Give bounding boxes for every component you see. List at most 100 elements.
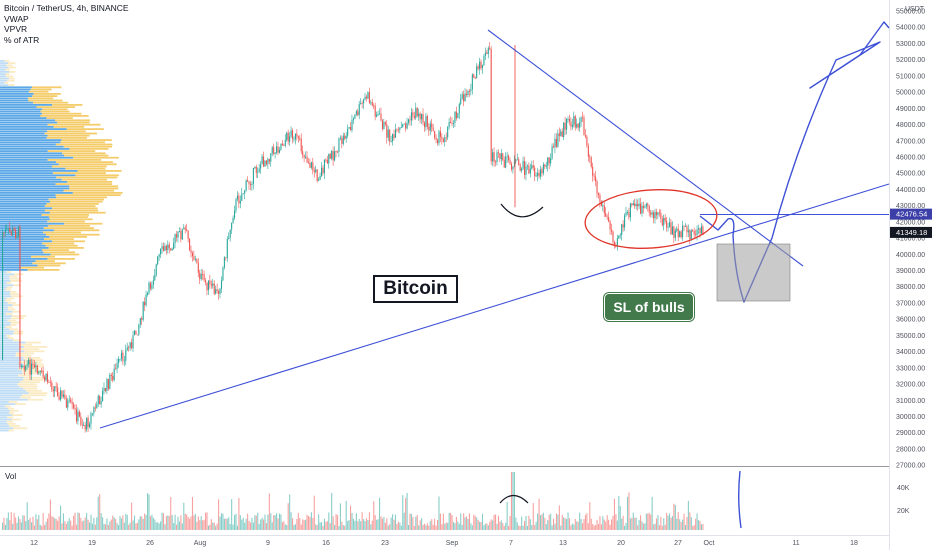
- indicator-vwap[interactable]: VWAP: [4, 13, 29, 24]
- volume-bar: [67, 521, 69, 530]
- vpvr-up-bar: [0, 328, 10, 331]
- candle-body: [186, 229, 188, 231]
- candle-body: [463, 94, 465, 102]
- volume-bar: [432, 524, 434, 530]
- volume-bar: [458, 523, 460, 530]
- candle-body: [131, 342, 133, 349]
- bitcoin-text-box[interactable]: Bitcoin: [373, 275, 458, 303]
- vpvr-up-bar: [0, 271, 7, 273]
- vpvr-up-bar: [0, 123, 48, 126]
- volume-bar: [190, 516, 192, 530]
- volume-bar: [341, 521, 343, 530]
- volume-bar: [513, 472, 515, 530]
- vpvr-up-bar: [0, 185, 70, 188]
- vpvr-down-bar: [33, 93, 61, 95]
- currency-label: USDT: [905, 6, 925, 13]
- price-tick: 37000.00: [896, 300, 925, 307]
- candle-body: [689, 230, 691, 239]
- candle-body: [602, 205, 604, 207]
- vpvr-down-bar: [47, 220, 85, 223]
- stop-loss-zone-box[interactable]: [716, 243, 791, 302]
- candle-body: [299, 138, 301, 139]
- volume-bar: [616, 520, 618, 530]
- volume-bar: [637, 525, 639, 530]
- candle-body: [666, 220, 668, 228]
- ascending-trendline[interactable]: [99, 183, 890, 429]
- vpvr-down-bar: [46, 203, 99, 205]
- candle-body: [360, 103, 362, 104]
- candle-body: [548, 157, 550, 164]
- indicator-vpvr[interactable]: VPVR: [4, 24, 28, 34]
- candle-body: [268, 159, 270, 162]
- candle-body: [329, 153, 331, 159]
- candle-body: [104, 388, 107, 391]
- volume-bar: [183, 502, 185, 530]
- volume-bar: [278, 513, 281, 530]
- volume-bar: [42, 512, 44, 530]
- vpvr-down-bar: [25, 341, 41, 344]
- volume-bar: [219, 516, 221, 530]
- candle-body: [42, 370, 44, 377]
- volume-bar: [123, 522, 125, 530]
- candle-body: [692, 230, 694, 232]
- vpvr-up-bar: [0, 372, 23, 375]
- symbol-title[interactable]: Bitcoin / TetherUS, 4h, BINANCE: [4, 3, 129, 13]
- volume-bar: [682, 519, 684, 530]
- vpvr-up-bar: [0, 427, 14, 430]
- sl-of-bulls-callout[interactable]: SL of bulls: [604, 293, 694, 321]
- volume-bar: [222, 513, 224, 530]
- volume-bar: [660, 516, 662, 530]
- candle-body: [454, 111, 456, 123]
- vpvr-down-bar: [23, 387, 38, 390]
- candle-body: [663, 217, 665, 226]
- vpvr-up-bar: [0, 110, 41, 113]
- vpvr-up-bar: [0, 361, 20, 364]
- volume-bar: [425, 525, 427, 530]
- candle-body: [622, 224, 624, 228]
- volume-bar: [499, 521, 501, 530]
- vpvr-up-bar: [0, 183, 56, 185]
- consolidation-ellipse[interactable]: [583, 185, 719, 252]
- vpvr-down-bar: [48, 216, 89, 218]
- time-axis[interactable]: 12 19 26 Aug 9 16 23 Sep 7 13 20 27 Oct 11 18: [30, 540, 858, 547]
- volume-bar: [309, 517, 311, 530]
- vpvr-up-bar: [0, 209, 45, 212]
- price-axis[interactable]: 55000.00 54000.00 53000.00 52000.00 51000.00…: [896, 9, 925, 470]
- volume-pen-stroke[interactable]: [738, 470, 742, 529]
- indicator-atr[interactable]: % of ATR: [4, 34, 40, 45]
- volume-bar: [393, 519, 395, 530]
- volume-bar: [3, 517, 5, 530]
- candle-body: [267, 159, 269, 165]
- volume-bar: [142, 518, 144, 530]
- price-tick: 44000.00: [896, 187, 925, 194]
- candle-body: [381, 120, 383, 130]
- vpvr-up-bar: [0, 242, 43, 245]
- candle-body: [347, 128, 349, 136]
- candle-body: [3, 232, 5, 234]
- candle-body: [687, 230, 689, 233]
- candle-body: [276, 146, 278, 153]
- volume-bar: [383, 516, 385, 530]
- candle-body: [413, 116, 415, 118]
- volume-bar: [236, 525, 238, 530]
- volume-bar: [235, 513, 237, 530]
- trend-drawings[interactable]: [99, 21, 890, 529]
- volume-bar: [471, 525, 473, 530]
- volume-bar: [81, 521, 83, 530]
- vpvr-down-bar: [11, 295, 23, 298]
- candle-body: [632, 203, 634, 206]
- candle-body: [16, 236, 18, 238]
- candle-body: [642, 205, 644, 208]
- volume-bar: [600, 524, 602, 530]
- volume-bar: [205, 512, 207, 530]
- candle-body: [102, 390, 104, 402]
- arc-annotation-volume[interactable]: [499, 494, 529, 504]
- vpvr-down-bar: [72, 192, 123, 194]
- arc-annotation-price[interactable]: [500, 203, 544, 218]
- volume-bar: [344, 525, 346, 530]
- volume-bar: [270, 513, 272, 530]
- descending-trendline[interactable]: [487, 29, 804, 267]
- candle-body: [120, 352, 122, 359]
- volume-bar: [586, 513, 588, 530]
